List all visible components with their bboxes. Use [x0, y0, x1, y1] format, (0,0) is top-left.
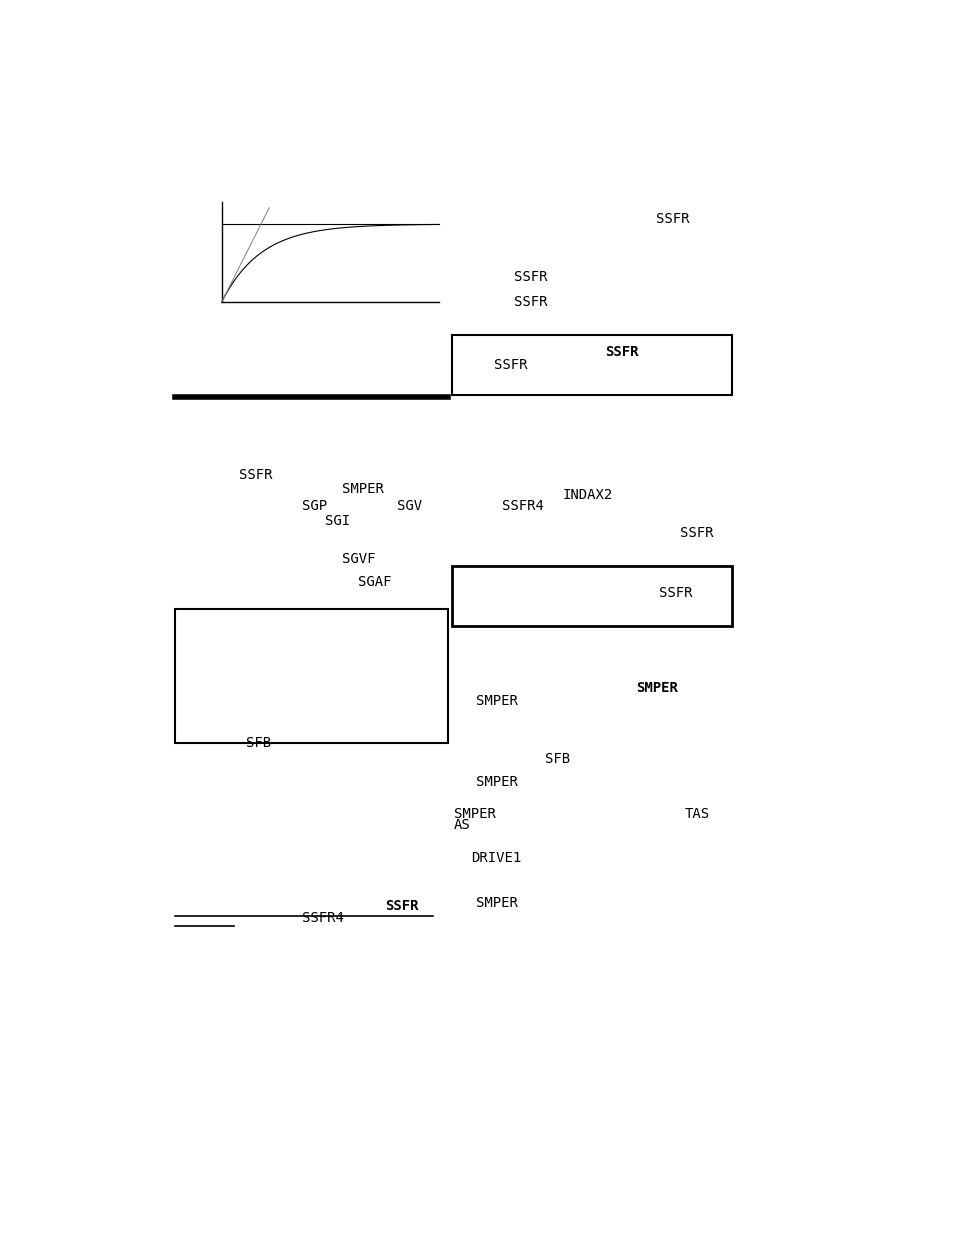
Text: TAS: TAS [684, 806, 709, 820]
Text: SSFR: SSFR [604, 346, 638, 359]
Text: SSFR: SSFR [494, 358, 527, 373]
Text: SFB: SFB [245, 736, 271, 750]
Bar [452, 336, 731, 395]
Text: SSFR4: SSFR4 [501, 499, 543, 513]
Text: SGV: SGV [397, 499, 422, 513]
Text: SSFR: SSFR [655, 212, 688, 226]
Text: SSFR: SSFR [385, 899, 418, 913]
Text: SSFR: SSFR [514, 270, 547, 284]
Text: SSFR4: SSFR4 [302, 910, 344, 925]
Text: SGVF: SGVF [341, 552, 375, 566]
Text: AS: AS [454, 818, 471, 832]
Text: SMPER: SMPER [454, 806, 496, 820]
Text: SGP: SGP [302, 499, 327, 513]
Text: SMPER: SMPER [636, 680, 678, 695]
Text: SGAF: SGAF [357, 574, 391, 589]
Text: SSFR: SSFR [679, 526, 713, 540]
Text: DRIVE1: DRIVE1 [471, 851, 520, 866]
Text: SMPER: SMPER [476, 776, 517, 789]
Text: SGI: SGI [324, 514, 350, 527]
Bar [452, 567, 731, 626]
Text: SSFR: SSFR [659, 587, 692, 600]
Text: SMPER: SMPER [476, 895, 517, 910]
Text: SSFR: SSFR [514, 295, 547, 309]
Text: SMPER: SMPER [476, 694, 517, 708]
Bar [174, 609, 447, 743]
Text: SSFR: SSFR [238, 468, 272, 482]
Text: INDAX2: INDAX2 [562, 488, 612, 501]
Text: SFB: SFB [544, 752, 569, 766]
Text: SMPER: SMPER [341, 483, 383, 496]
